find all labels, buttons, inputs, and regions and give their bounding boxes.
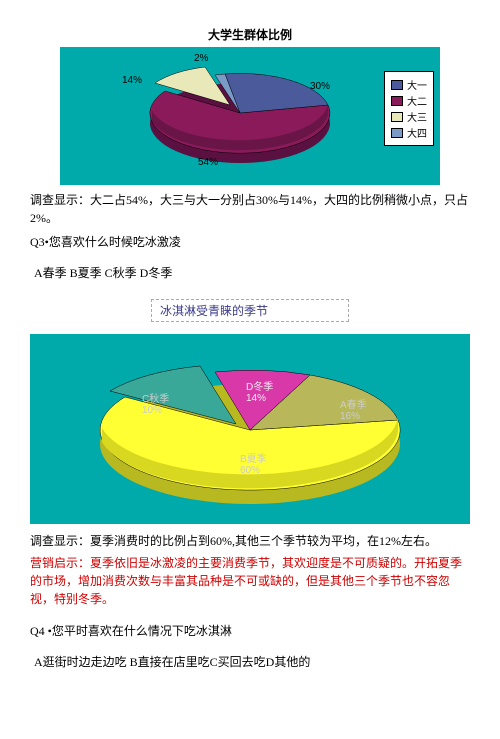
chart1-label-3: 2% xyxy=(194,53,208,64)
chart2-label-c: C秋季10% xyxy=(142,394,169,416)
chart2-label-d: D冬季14% xyxy=(246,382,273,404)
chart1-caption: 调查显示：大二占54%，大三与大一分别占30%与14%，大四的比例稍微小点，只占… xyxy=(30,191,470,227)
chart2-label-b: B夏季60% xyxy=(240,454,267,476)
chart1-label-2: 14% xyxy=(122,75,142,86)
q3-options: A春季 B夏季 C秋季 D冬季 xyxy=(30,264,470,281)
chart1: 大学生群体比例 30 xyxy=(60,20,440,185)
legend-item: 大三 xyxy=(407,109,427,124)
chart2-caption-a: 调查显示：夏季消费时的比例占到60%,其他三个季节较为平均，在12%左右。 xyxy=(30,532,470,550)
chart1-legend: 大一 大二 大三 大四 xyxy=(384,71,434,146)
q4-options: A逛街时边走边吃 B直接在店里吃C买回去吃D其他的 xyxy=(30,653,470,670)
chart2-caption-b: 营销启示：夏季依旧是冰激凌的主要消费季节，其欢迎度是不可质疑的。开拓夏季的市场，… xyxy=(30,554,470,608)
legend-item: 大四 xyxy=(407,125,427,140)
chart1-label-0: 30% xyxy=(310,81,330,92)
legend-item: 大一 xyxy=(407,77,427,92)
q4: Q4 •您平时喜欢在什么情况下吃冰淇淋 xyxy=(30,622,470,639)
chart1-label-1: 54% xyxy=(198,157,218,168)
chart1-title: 大学生群体比例 xyxy=(60,20,440,47)
chart2: A春季16% B夏季60% C秋季10% D冬季14% xyxy=(30,334,470,524)
legend-item: 大二 xyxy=(407,93,427,108)
chart2-title: 冰淇淋受青睐的季节 xyxy=(151,299,349,322)
q3: Q3•您喜欢什么时候吃冰激凌 xyxy=(30,233,470,250)
chart2-label-a: A春季16% xyxy=(340,400,367,422)
